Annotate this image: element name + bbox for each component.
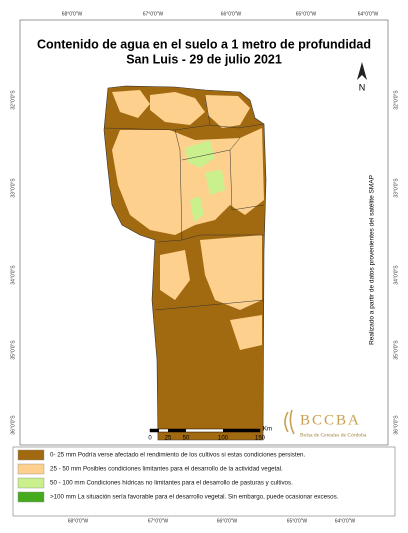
longitude-label: 64°0'0"W <box>335 518 356 524</box>
moist-areas <box>112 90 264 350</box>
scale-label: 100 <box>218 436 229 442</box>
boundary <box>174 123 265 131</box>
latitude-label: 35°0'0"S <box>10 340 16 360</box>
latitude-label: 32°0'0"S <box>393 90 399 110</box>
longitude-label: 66°0'0"W <box>221 11 242 17</box>
legend-box <box>12 446 396 517</box>
scale-segment <box>150 429 159 432</box>
map-subtitle: San Luis - 29 de julio 2021 <box>126 52 282 66</box>
patch <box>205 170 225 195</box>
legend-swatch <box>17 491 45 503</box>
patch <box>190 196 204 222</box>
patch <box>112 128 264 235</box>
scale-segment <box>223 429 260 432</box>
legend-label: 0- 25 mm Podría verse afectado el rendim… <box>50 452 305 459</box>
patch <box>160 250 190 300</box>
patch <box>150 92 205 125</box>
logo-subtitle: Bolsa de Cereales de Córdoba <box>300 432 367 438</box>
longitude-label: 68°0'0"W <box>62 11 83 17</box>
wet-areas <box>185 140 225 222</box>
departments <box>103 94 265 311</box>
longitude-label: 67°0'0"W <box>143 11 164 17</box>
scale-label: 25 <box>165 436 172 442</box>
boundary <box>103 127 183 243</box>
latitude-label: 34°0'0"S <box>393 265 399 285</box>
longitude-label: 67°0'0"W <box>148 518 169 524</box>
patch <box>230 315 262 350</box>
legend-label: 25 - 50 mm Posibles condiciones limitant… <box>50 466 283 473</box>
logo-name: BCCBA <box>300 412 361 428</box>
scale-label: 150 <box>255 436 266 442</box>
longitude-label: 64°0'0"W <box>358 11 379 17</box>
scale-unit: Km <box>263 427 272 433</box>
longitude-label: 68°0'0"W <box>68 518 89 524</box>
legend-label: 50 - 100 mm Condiciones hídricas no limi… <box>50 480 293 487</box>
logo: BCCBA Bolsa de Cereales de Córdoba <box>284 409 367 438</box>
scale-label: 50 <box>183 436 190 442</box>
source-note: Realizado a partir de datos provenientes… <box>369 175 376 345</box>
scale-segment <box>168 429 186 432</box>
patch <box>112 90 150 118</box>
patch <box>200 235 262 310</box>
longitude-label: 65°0'0"W <box>296 11 317 17</box>
patch <box>205 95 250 128</box>
legend-swatch <box>17 477 45 489</box>
north-label: N <box>359 82 366 92</box>
latitude-label: 36°0'0"S <box>10 415 16 435</box>
logo-icon <box>284 409 295 435</box>
north-arrow <box>357 62 367 80</box>
boundary <box>154 299 265 311</box>
legend-label: >100 mm La situación sería favorable par… <box>50 494 339 501</box>
map-title: Contenido de agua en el suelo a 1 metro … <box>37 37 371 51</box>
latitude-label: 33°0'0"S <box>10 178 16 198</box>
latitude-label: 35°0'0"S <box>393 340 399 360</box>
boundary <box>204 94 211 126</box>
longitude-label: 65°0'0"W <box>287 518 308 524</box>
patch <box>185 140 215 168</box>
boundary <box>181 234 264 241</box>
latitude-label: 32°0'0"S <box>10 90 16 110</box>
latitude-label: 33°0'0"S <box>393 178 399 198</box>
latitude-label: 36°0'0"S <box>393 415 399 435</box>
scale-label: 0 <box>148 436 152 442</box>
legend-swatch <box>17 449 45 461</box>
longitude-label: 66°0'0"W <box>217 518 238 524</box>
legend-swatch <box>17 463 45 475</box>
scale-bar <box>149 428 261 433</box>
boundary <box>181 137 265 211</box>
latitude-label: 34°0'0"S <box>10 265 16 285</box>
